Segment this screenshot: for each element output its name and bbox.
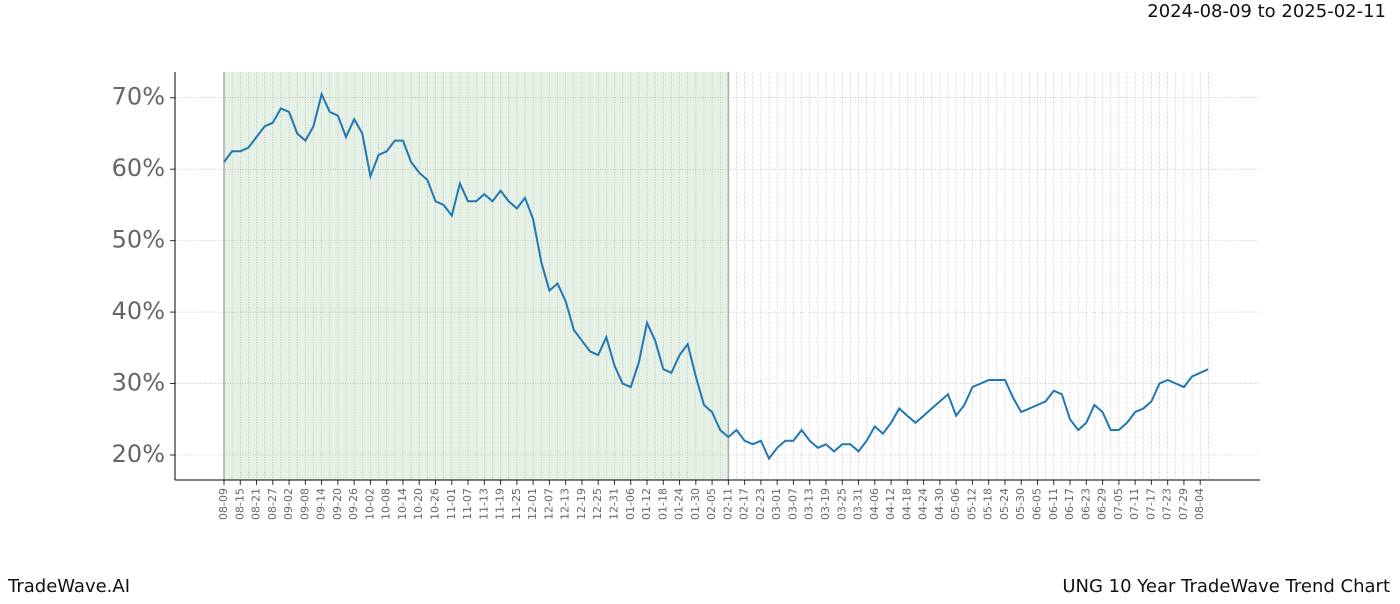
x-tick-label: 11-19 xyxy=(494,488,507,520)
x-tick-label: 03-31 xyxy=(852,488,865,520)
x-tick-label: 01-06 xyxy=(624,488,637,520)
y-tick-label: 50% xyxy=(112,226,165,254)
y-tick-label: 40% xyxy=(112,297,165,325)
x-tick-label: 12-25 xyxy=(591,488,604,520)
x-tick-label: 12-31 xyxy=(607,488,620,520)
x-tick-label: 09-02 xyxy=(282,488,295,520)
x-tick-label: 04-12 xyxy=(884,488,897,520)
x-tick-label: 07-11 xyxy=(1128,488,1141,520)
x-tick-label: 02-05 xyxy=(705,488,718,520)
x-tick-label: 04-24 xyxy=(917,488,930,520)
x-tick-label: 06-11 xyxy=(1047,488,1060,520)
x-tick-label: 09-08 xyxy=(298,488,311,520)
x-tick-label: 07-05 xyxy=(1112,488,1125,520)
brand: TradeWave.AI xyxy=(7,576,130,597)
x-tick-label: 07-29 xyxy=(1177,488,1190,520)
x-tick-label: 11-13 xyxy=(477,488,490,520)
x-tick-label: 05-18 xyxy=(982,488,995,520)
x-tick-label: 07-17 xyxy=(1144,488,1157,520)
x-tick-label: 04-18 xyxy=(900,488,913,520)
x-tick-label: 08-27 xyxy=(266,488,279,520)
x-tick-label: 04-30 xyxy=(933,488,946,520)
x-tick-label: 05-30 xyxy=(1014,488,1027,520)
x-tick-label: 02-23 xyxy=(754,488,767,520)
x-tick-label: 09-14 xyxy=(315,488,328,520)
x-tick-label: 05-12 xyxy=(965,488,978,520)
x-tick-label: 04-06 xyxy=(868,488,881,520)
x-tick-label: 07-23 xyxy=(1161,488,1174,520)
y-tick-label: 20% xyxy=(112,440,165,468)
x-tick-label: 11-01 xyxy=(445,488,458,520)
x-tick-label: 12-07 xyxy=(542,488,555,520)
x-tick-label: 03-01 xyxy=(770,488,783,520)
y-tick-label: 70% xyxy=(112,83,165,111)
x-tick-label: 01-24 xyxy=(673,488,686,520)
x-tick-label: 10-14 xyxy=(396,488,409,520)
x-tick-label: 01-30 xyxy=(689,488,702,520)
x-tick-label: 09-26 xyxy=(347,488,360,520)
y-tick-label: 30% xyxy=(112,369,165,397)
x-tick-label: 11-25 xyxy=(510,488,523,520)
y-tick-label: 60% xyxy=(112,154,165,182)
x-tick-label: 10-20 xyxy=(412,488,425,520)
x-tick-label: 12-13 xyxy=(559,488,572,520)
x-tick-label: 01-18 xyxy=(656,488,669,520)
x-tick-label: 12-19 xyxy=(575,488,588,520)
x-tick-label: 05-06 xyxy=(949,488,962,520)
x-tick-label: 01-12 xyxy=(640,488,653,520)
x-tick-label: 11-07 xyxy=(461,488,474,520)
x-tick-label: 10-02 xyxy=(363,488,376,520)
x-tick-label: 02-17 xyxy=(738,488,751,520)
x-tick-label: 06-05 xyxy=(1031,488,1044,520)
x-tick-label: 08-21 xyxy=(250,488,263,520)
x-tick-label: 08-15 xyxy=(233,488,246,520)
caption: UNG 10 Year TradeWave Trend Chart xyxy=(1062,576,1390,597)
x-tick-label: 03-25 xyxy=(835,488,848,520)
x-tick-label: 05-24 xyxy=(998,488,1011,520)
x-tick-label: 08-09 xyxy=(217,488,230,520)
x-tick-label: 06-23 xyxy=(1079,488,1092,520)
shaded-region xyxy=(224,72,729,480)
x-tick-label: 03-19 xyxy=(819,488,832,520)
x-tick-label: 06-29 xyxy=(1096,488,1109,520)
x-tick-label: 12-01 xyxy=(526,488,539,520)
x-tick-label: 02-11 xyxy=(721,488,734,520)
x-tick-label: 10-08 xyxy=(380,488,393,520)
x-tick-label: 09-20 xyxy=(331,488,344,520)
x-tick-label: 10-26 xyxy=(429,488,442,520)
x-tick-label: 03-07 xyxy=(786,488,799,520)
x-tick-label: 06-17 xyxy=(1063,488,1076,520)
x-tick-label: 03-13 xyxy=(803,488,816,520)
date-range: 2024-08-09 to 2025-02-11 xyxy=(1147,1,1386,22)
trend-line xyxy=(223,91,1209,461)
x-tick-label: 08-04 xyxy=(1193,488,1206,520)
